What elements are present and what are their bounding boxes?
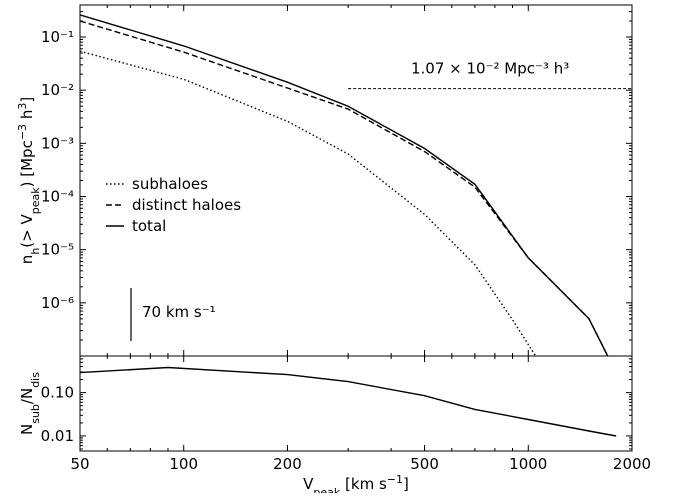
x-tick-label: 50 [70, 455, 89, 473]
legend-label: distinct haloes [132, 196, 241, 214]
label-part: h [29, 248, 42, 255]
annotation: 70 km s⁻¹ [142, 303, 216, 321]
reference-label: 1.07 × 10⁻² Mpc⁻³ h³ [411, 60, 569, 78]
x-tick-label: 100 [169, 455, 198, 473]
y-tick-label: 10⁻⁵ [41, 241, 74, 259]
label-part: /N [18, 388, 36, 404]
label-part: h [18, 110, 36, 124]
y-axis-label: nh(> Vpeak) [Mpc−3 h3] [16, 97, 42, 264]
y-tick-label: 10⁻⁶ [41, 294, 74, 312]
label-part: V [303, 475, 314, 493]
x-tick-label: 200 [273, 455, 302, 473]
y-tick-label: 10⁻¹ [41, 28, 74, 46]
legend-label: total [132, 217, 166, 235]
label-part: peak [29, 187, 42, 214]
y-tick-label: 10⁻³ [41, 134, 74, 152]
data-line [80, 50, 537, 356]
data-line [80, 366, 617, 437]
plot-frame [79, 355, 633, 452]
label-part: −3 [16, 124, 29, 140]
label-part: ] [18, 97, 36, 103]
x-tick-label: 2000 [613, 455, 651, 473]
label-part: −1 [387, 473, 403, 486]
legend-label: subhaloes [132, 175, 208, 193]
label-part: peak [313, 486, 340, 494]
label-part: ) [Mpc [18, 140, 36, 187]
label-part: (> V [18, 213, 36, 247]
y-tick-label: 10⁻² [41, 81, 74, 99]
x-tick-label: 500 [410, 455, 439, 473]
label-part: 3 [16, 103, 29, 110]
x-tick-label: 1000 [509, 455, 547, 473]
label-part: ] [403, 475, 409, 493]
y-tick-label: 0.10 [41, 384, 74, 402]
y-axis-label: Nsub/Ndis [18, 372, 42, 435]
label-part: n [18, 255, 36, 265]
x-axis-label: Vpeak [km s−1] [303, 473, 409, 494]
label-part: N [18, 424, 36, 435]
y-tick-label: 0.01 [41, 427, 74, 445]
y-tick-label: 10⁻⁴ [41, 188, 74, 206]
label-part: [km s [340, 475, 387, 493]
label-part: dis [29, 372, 42, 388]
label-part: sub [29, 404, 42, 424]
data-line [80, 14, 609, 356]
